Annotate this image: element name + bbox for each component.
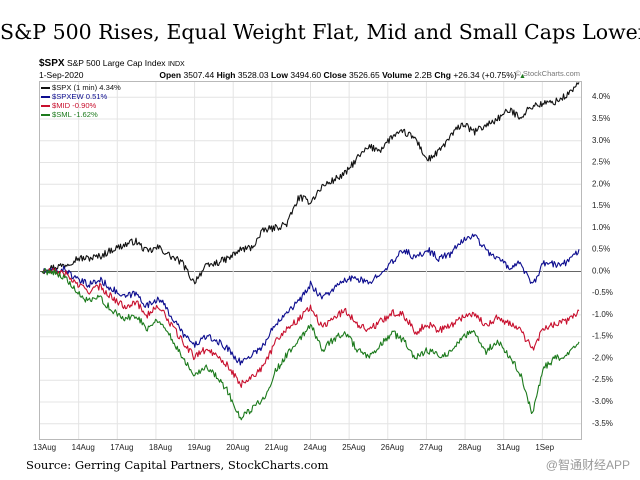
x-tick-label: 21Aug <box>265 443 288 452</box>
x-tick-label: 17Aug <box>110 443 133 452</box>
high-label: High <box>216 70 236 80</box>
legend-swatch-sml <box>41 114 50 116</box>
chg-up-arrow-icon: ▲ <box>519 73 526 80</box>
legend-item-spx: $SPX (1 min) 4.34% <box>41 83 121 92</box>
y-tick-label: -1.5% <box>592 332 613 341</box>
x-tick-label: 27Aug <box>419 443 442 452</box>
x-tick-label: 1Sep <box>535 443 554 452</box>
y-tick-label: 0.5% <box>592 245 610 254</box>
y-tick-label: 2.0% <box>592 179 610 188</box>
x-tick-label: 13Aug <box>33 443 56 452</box>
x-tick-label: 19Aug <box>188 443 211 452</box>
x-tick-label: 26Aug <box>381 443 404 452</box>
chart-date: 1-Sep-2020 <box>39 70 84 80</box>
plot-area <box>39 81 582 440</box>
close-label: Close <box>323 70 347 80</box>
series-line-2 <box>41 267 580 388</box>
legend-label-mid: $MID -0.90% <box>52 101 97 110</box>
y-tick-label: 1.0% <box>592 223 610 232</box>
x-tick-label: 14Aug <box>72 443 95 452</box>
y-tick-label: 4.0% <box>592 92 610 101</box>
low-label: Low <box>270 70 288 80</box>
legend: $SPX (1 min) 4.34% $SPXEW 0.51% $MID -0.… <box>41 83 121 119</box>
legend-item-sml: $SML -1.62% <box>41 110 121 119</box>
x-tick-label: 28Aug <box>458 443 481 452</box>
chart-header-ohlc-line: 1-Sep-2020 Open 3507.44 High 3528.03 Low… <box>39 70 526 80</box>
y-tick-label: -0.5% <box>592 288 613 297</box>
index-name: S&P 500 Large Cap Index <box>66 58 166 68</box>
series-line-1 <box>41 233 580 366</box>
exchange: INDX <box>167 61 185 68</box>
legend-label-spxew: $SPXEW 0.51% <box>52 92 108 101</box>
stockcharts-panel: $SPX S&P 500 Large Cap Index INDX © Stoc… <box>33 58 613 454</box>
legend-swatch-spx <box>41 87 50 89</box>
y-tick-label: -1.0% <box>592 310 613 319</box>
series-line-3 <box>41 267 580 421</box>
open-label: Open <box>159 70 182 80</box>
y-tick-label: -3.0% <box>592 397 613 406</box>
y-tick-label: -2.5% <box>592 375 613 384</box>
legend-item-spxew: $SPXEW 0.51% <box>41 92 121 101</box>
source-note: Source: Gerring Capital Partners, StockC… <box>26 458 329 472</box>
x-tick-label: 18Aug <box>149 443 172 452</box>
stockcharts-brand: © StockCharts.com <box>515 69 580 78</box>
legend-swatch-mid <box>41 105 50 107</box>
high-value: 3528.03 <box>237 70 269 80</box>
y-tick-label: 0.0% <box>592 266 610 275</box>
close-value: 3526.65 <box>348 70 380 80</box>
low-value: 3494.60 <box>290 70 322 80</box>
legend-label-spx: $SPX (1 min) 4.34% <box>52 83 121 92</box>
x-tick-label: 24Aug <box>304 443 327 452</box>
y-tick-label: 2.5% <box>592 158 610 167</box>
plot-svg <box>40 82 581 439</box>
watermark: @智通财经APP <box>545 458 630 472</box>
y-tick-label: 3.0% <box>592 136 610 145</box>
y-tick-label: 3.5% <box>592 114 610 123</box>
chart-title: S&P 500 Rises, Equal Weight Flat, Mid an… <box>0 20 640 44</box>
volume-value: 2.2B <box>414 70 433 80</box>
open-value: 3507.44 <box>183 70 215 80</box>
legend-swatch-spxew <box>41 96 50 98</box>
x-tick-label: 31Aug <box>497 443 520 452</box>
x-tick-label: 20Aug <box>226 443 249 452</box>
y-tick-label: -2.0% <box>592 353 613 362</box>
symbol: $SPX <box>39 58 65 69</box>
chg-label: Chg <box>434 70 451 80</box>
legend-item-mid: $MID -0.90% <box>41 101 121 110</box>
chg-value: +26.34 (+0.75%) <box>453 70 517 80</box>
y-axis: 4.0% 3.5% 3.0% 2.5% 2.0% 1.5% 1.0% 0.5% 0.0% -0.5… <box>592 92 613 428</box>
chart-header-symbol-line: $SPX S&P 500 Large Cap Index INDX <box>39 58 185 69</box>
x-tick-label: 25Aug <box>342 443 365 452</box>
volume-label: Volume <box>382 70 413 80</box>
y-tick-label: -3.5% <box>592 419 613 428</box>
x-axis: 13Aug 14Aug 17Aug 18Aug 19Aug 20Aug 21Aug 24Aug… <box>33 443 555 452</box>
series-line-0 <box>41 82 580 285</box>
legend-label-sml: $SML -1.62% <box>52 110 98 119</box>
y-tick-label: 1.5% <box>592 201 610 210</box>
